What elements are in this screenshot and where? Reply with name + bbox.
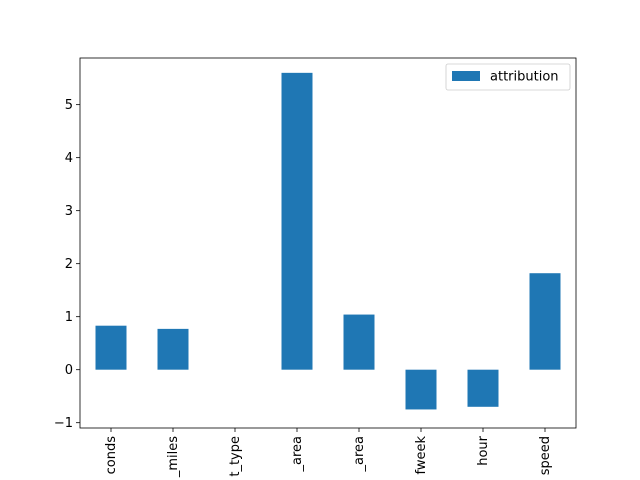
y-tick-label-5: 4 — [65, 151, 73, 166]
bar-7 — [529, 273, 561, 370]
x-tick-label-2: t_type — [228, 436, 243, 477]
bar-5 — [405, 369, 437, 410]
y-tick-label-6: 5 — [65, 98, 73, 113]
bars-group — [95, 72, 561, 410]
x-tick-label-3: _area — [290, 436, 305, 473]
y-tick-label-1: 0 — [65, 363, 73, 378]
legend: attribution — [445, 63, 571, 91]
legend-label: attribution — [490, 70, 559, 85]
y-tick-label-0: −1 — [54, 416, 73, 431]
bar-4 — [343, 314, 375, 370]
y-axis: −1 0 1 2 3 4 5 — [54, 98, 80, 431]
x-axis: conds _miles t_type _area _area fweek hour spee… — [104, 428, 553, 478]
x-tick-label-5: fweek — [414, 436, 429, 475]
y-tick-label-2: 1 — [65, 310, 73, 325]
y-tick-label-3: 2 — [65, 257, 73, 272]
bar-3 — [281, 72, 313, 370]
legend-swatch — [452, 71, 480, 81]
legend-box — [445, 63, 571, 91]
x-tick-label-7: speed — [538, 436, 553, 475]
bar-0 — [95, 325, 127, 370]
x-tick-label-0: conds — [104, 436, 119, 475]
x-tick-label-1: _miles — [166, 436, 181, 478]
x-tick-label-6: hour — [476, 435, 491, 465]
y-tick-label-4: 3 — [65, 204, 73, 219]
x-tick-label-4: _area — [352, 436, 367, 473]
bar-6 — [467, 369, 499, 407]
bar-1 — [157, 328, 189, 370]
plot-frame — [79, 57, 577, 429]
